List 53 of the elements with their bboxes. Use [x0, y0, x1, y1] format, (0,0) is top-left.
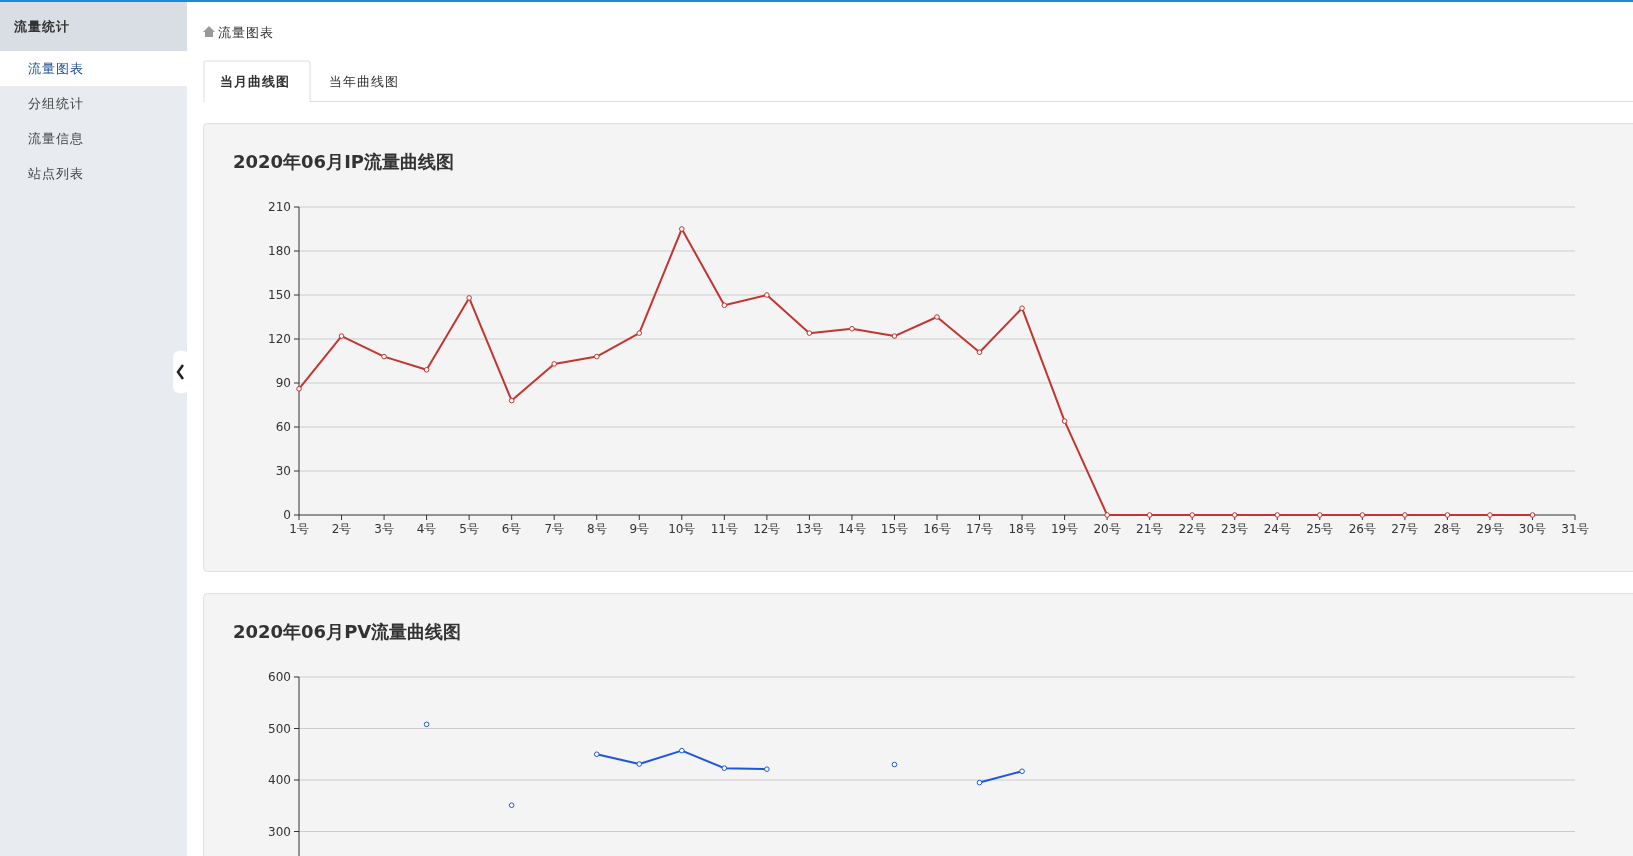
x-tick-label: 4号 — [416, 522, 437, 536]
x-tick-label: 11号 — [710, 522, 738, 536]
x-tick-label: 9号 — [629, 522, 650, 536]
x-tick-label: 20号 — [1093, 522, 1121, 536]
text: 当年曲线图 — [329, 74, 399, 89]
y-tick-label: 180 — [268, 244, 291, 258]
x-tick-label: 22号 — [1178, 522, 1206, 536]
y-tick-label: 600 — [268, 670, 291, 684]
y-tick-label: 120 — [268, 332, 291, 346]
x-tick-label: 31号 — [1561, 522, 1589, 536]
y-tick-label: 30 — [275, 464, 291, 478]
x-tick-label: 10号 — [668, 522, 696, 536]
text: 分组统计 — [28, 96, 84, 111]
x-tick-label: 24号 — [1263, 522, 1291, 536]
text: 流量图表 — [28, 61, 84, 76]
x-tick-label: 30号 — [1518, 522, 1547, 536]
x-tick-label: 16号 — [923, 522, 951, 536]
y-tick-label: 400 — [268, 773, 291, 787]
x-tick-label: 15号 — [880, 522, 909, 536]
x-tick-label: 17号 — [965, 522, 994, 536]
chart-title: 2020年06月IP流量曲线图 — [233, 151, 455, 172]
x-tick-label: 8号 — [586, 522, 607, 536]
x-tick-label: 18号 — [1008, 522, 1036, 536]
x-tick-label: 1号 — [289, 522, 309, 536]
text: 流量信息 — [28, 131, 84, 146]
x-tick-label: 7号 — [544, 522, 565, 536]
x-tick-label: 2号 — [331, 522, 352, 536]
x-tick-label: 14号 — [838, 522, 866, 536]
y-tick-label: 60 — [275, 420, 291, 434]
y-tick-label: 0 — [283, 508, 291, 522]
y-tick-label: 90 — [275, 376, 291, 390]
x-tick-label: 21号 — [1136, 522, 1164, 536]
x-tick-label: 23号 — [1221, 522, 1249, 536]
text: 流量图表 — [218, 25, 274, 40]
chart-title: 2020年06月PV流量曲线图 — [233, 621, 462, 642]
y-tick-label: 300 — [268, 824, 291, 839]
x-tick-label: 3号 — [374, 522, 394, 536]
x-tick-label: 6号 — [501, 522, 522, 536]
y-tick-label: 500 — [268, 721, 291, 736]
x-tick-label: 29号 — [1476, 522, 1504, 536]
x-tick-label: 5号 — [459, 522, 479, 536]
y-tick-label: 150 — [268, 288, 291, 302]
text: 流量统计 — [13, 19, 70, 34]
text: 当月曲线图 — [220, 74, 290, 89]
x-tick-label: 27号 — [1391, 522, 1419, 536]
y-tick-label: 210 — [268, 200, 291, 214]
x-tick-label: 28号 — [1433, 522, 1462, 536]
x-tick-label: 19号 — [1050, 522, 1079, 536]
text: 站点列表 — [28, 166, 84, 181]
x-tick-label: 13号 — [795, 522, 824, 536]
x-tick-label: 26号 — [1348, 522, 1376, 536]
x-tick-label: 12号 — [753, 522, 781, 536]
x-tick-label: 25号 — [1306, 522, 1334, 536]
